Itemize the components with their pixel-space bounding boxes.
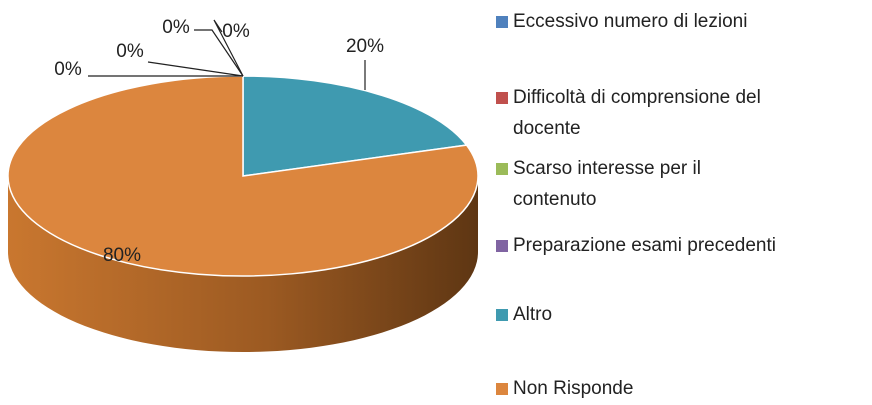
data-label: 0% bbox=[116, 41, 144, 62]
data-label: 20% bbox=[346, 36, 384, 57]
pie-slice bbox=[242, 75, 468, 177]
legend-item: Non Risponde bbox=[496, 373, 856, 404]
leader-line bbox=[213, 19, 244, 77]
legend-label: Preparazione esami precedenti bbox=[513, 235, 776, 256]
legend-item: Preparazione esami precedenti bbox=[496, 230, 866, 261]
legend-swatch bbox=[496, 92, 508, 104]
legend-label: Scarso interesse per il contenuto bbox=[513, 158, 701, 210]
legend-item: Eccessivo numero di lezioni bbox=[496, 6, 856, 37]
data-label: 0% bbox=[222, 21, 250, 42]
leader-line bbox=[194, 29, 244, 77]
pie-slice bbox=[7, 75, 479, 277]
legend-item: Scarso interesse per il contenuto bbox=[496, 153, 756, 215]
chart: 0% 0% 0% 0% 20% 80% bbox=[7, 17, 479, 352]
legend-label: Non Risponde bbox=[513, 378, 634, 399]
pie-side bbox=[8, 176, 478, 352]
legend-swatch bbox=[496, 163, 508, 175]
legend-item: Difficoltà di comprensione del docente bbox=[496, 82, 826, 144]
legend-swatch bbox=[496, 309, 508, 321]
legend-swatch bbox=[496, 16, 508, 28]
legend-label: Altro bbox=[513, 304, 553, 325]
legend-label: Eccessivo numero di lezioni bbox=[513, 11, 748, 32]
data-label: 0% bbox=[162, 17, 190, 38]
leader-line bbox=[147, 61, 244, 77]
legend-swatch bbox=[496, 383, 508, 395]
legend-label: Difficoltà di comprensione del docente bbox=[513, 87, 761, 139]
data-label: 80% bbox=[103, 245, 141, 266]
legend-swatch bbox=[496, 240, 508, 252]
legend-item: Altro bbox=[496, 299, 856, 330]
data-label: 0% bbox=[54, 59, 82, 80]
